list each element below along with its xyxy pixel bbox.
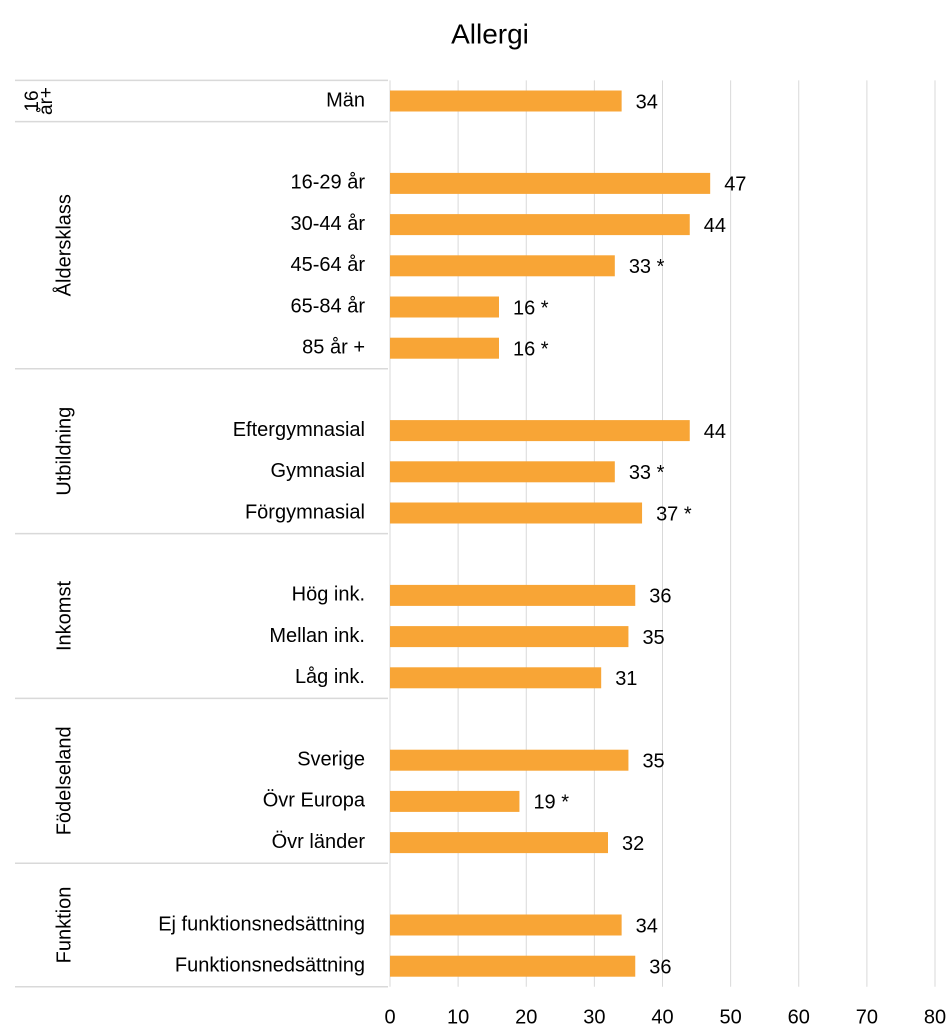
category-label: Låg ink. [295,666,365,688]
bar [390,420,690,442]
value-label: 44 [704,215,726,237]
value-label: 37 * [656,503,692,525]
bar [390,255,615,277]
bar [390,790,520,812]
category-label: Förgymnasial [245,501,365,523]
category-label: Ej funktionsnedsättning [158,913,365,935]
group-label: 16 [22,90,43,111]
category-label: Övr länder [272,831,366,853]
category-label: Män [326,89,365,111]
value-label: 35 [642,627,664,649]
group-label: Funktion [53,887,75,964]
value-label: 47 [724,174,746,196]
value-label: 44 [704,421,726,443]
x-tick-label: 70 [856,1006,878,1028]
bar [390,955,636,977]
value-label: 36 [649,956,671,978]
x-tick-label: 0 [384,1006,395,1028]
bar [390,584,636,606]
bar [390,502,643,524]
category-label: 30-44 år [291,213,366,235]
group-label: Inkomst [53,581,75,651]
value-label: 19 * [533,792,569,814]
group-label: Åldersklass [52,194,75,296]
bar [390,914,622,936]
x-tick-label: 40 [651,1006,673,1028]
bar [390,626,629,648]
group-label: Födelseland [53,726,75,835]
group-label: år+ [36,87,57,115]
x-tick-label: 50 [720,1006,742,1028]
bar [390,832,608,854]
bar [390,296,499,318]
category-label: Funktionsnedsättning [175,954,365,976]
category-label: Sverige [297,748,365,770]
x-tick-label: 60 [788,1006,810,1028]
value-label: 34 [636,91,658,113]
bar [390,214,690,236]
value-label: 35 [642,750,664,772]
category-label: Övr Europa [263,790,366,812]
chart-title: Allergi [451,18,529,49]
x-tick-label: 80 [924,1006,946,1028]
value-label: 31 [615,668,637,690]
value-label: 34 [636,915,658,937]
category-label: Gymnasial [271,460,365,482]
bar [390,337,499,359]
value-label: 16 * [513,297,549,319]
category-label: Eftergymnasial [233,419,365,441]
category-label: Mellan ink. [269,625,365,647]
x-tick-label: 10 [447,1006,469,1028]
value-label: 33 * [629,256,665,278]
bar [390,667,602,689]
value-label: 32 [622,833,644,855]
category-label: 85 år + [302,336,365,358]
value-label: 33 * [629,462,665,484]
bar [390,749,629,771]
bar [390,461,615,483]
category-label: 45-64 år [291,254,366,276]
group-label: Utbildning [53,407,75,496]
value-label: 36 [649,586,671,608]
category-label: 16-29 år [291,172,366,194]
category-label: 65-84 år [291,295,366,317]
bar [390,172,711,194]
value-label: 16 * [513,338,549,360]
category-label: Hög ink. [292,584,365,606]
bar [390,90,622,112]
x-tick-label: 20 [515,1006,537,1028]
x-tick-label: 30 [583,1006,605,1028]
